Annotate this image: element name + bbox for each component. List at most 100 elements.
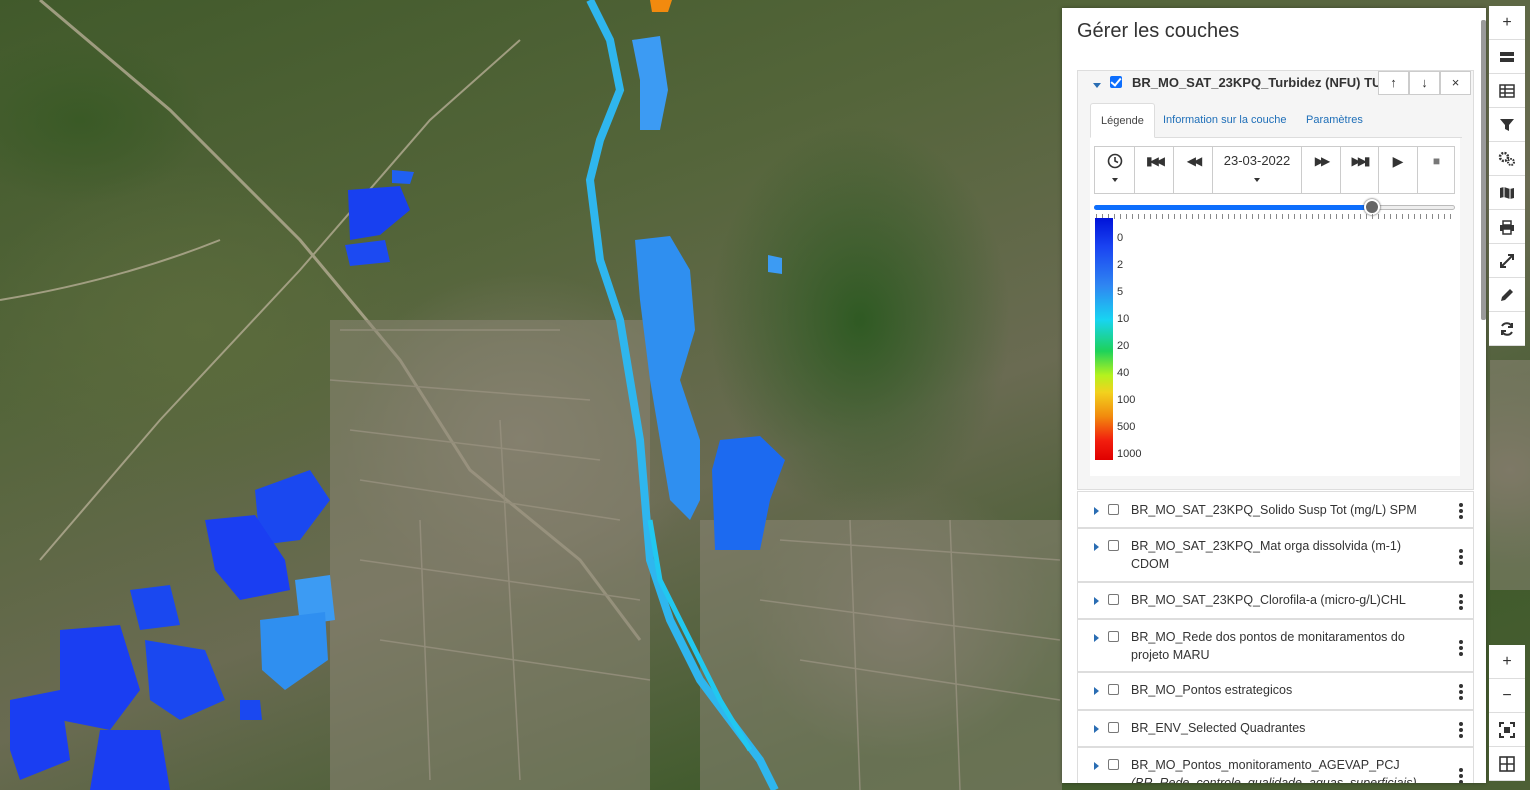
- play-button[interactable]: ▶: [1379, 147, 1418, 193]
- legend-label: 40: [1117, 367, 1130, 379]
- add-layer-icon: +: [1502, 14, 1512, 31]
- zoom-out-button[interactable]: −: [1489, 679, 1525, 713]
- refresh-icon: [1501, 322, 1513, 336]
- print-icon: [1500, 220, 1514, 235]
- urban-area: [700, 520, 1062, 790]
- layer-item[interactable]: BR_MO_SAT_23KPQ_Clorofila-a (micro-g/L)C…: [1077, 582, 1474, 619]
- attribute-table-button[interactable]: [1489, 74, 1525, 108]
- previous-step-button[interactable]: ◀◀: [1174, 147, 1213, 193]
- move-down-button[interactable]: ↓: [1409, 71, 1440, 95]
- legend-color-ramp: [1095, 218, 1113, 460]
- fullscreen-button[interactable]: [1489, 244, 1525, 278]
- layer-name: BR_MO_SAT_23KPQ_Clorofila-a (micro-g/L)C…: [1131, 593, 1406, 607]
- more-options-icon[interactable]: [1459, 640, 1463, 658]
- active-layer-header: BR_MO_SAT_23KPQ_Turbidez (NFU) TU ↑ ↓ ×: [1078, 71, 1473, 101]
- layer-visibility-checkbox[interactable]: [1108, 722, 1119, 733]
- move-up-button[interactable]: ↑: [1378, 71, 1409, 95]
- legend-label: 0: [1117, 232, 1124, 244]
- map-road: [39, 39, 521, 561]
- layer-visibility-checkbox[interactable]: [1108, 684, 1119, 695]
- layer-visibility-checkbox[interactable]: [1108, 504, 1119, 515]
- stop-button[interactable]: ■: [1418, 147, 1455, 193]
- zoom-out-icon: −: [1502, 687, 1512, 704]
- fit-extent-icon: [1499, 722, 1515, 738]
- layer-item[interactable]: BR_ENV_Selected Quadrantes: [1077, 710, 1474, 747]
- date-selector[interactable]: 23-03-2022: [1213, 147, 1302, 193]
- layer-item[interactable]: BR_MO_SAT_23KPQ_Mat orga dissolvida (m-1…: [1077, 528, 1474, 582]
- tab-information[interactable]: Information sur la couche: [1163, 114, 1287, 126]
- panel-title: Gérer les couches: [1077, 20, 1240, 42]
- layer-visibility-checkbox[interactable]: [1108, 631, 1119, 642]
- next-step-button[interactable]: ▶▶: [1302, 147, 1341, 193]
- more-options-icon[interactable]: [1459, 768, 1463, 783]
- layer-visibility-checkbox[interactable]: [1108, 540, 1119, 551]
- layer-item[interactable]: BR_MO_Rede dos pontos de monitaramentos …: [1077, 619, 1474, 672]
- time-slider[interactable]: [1094, 199, 1455, 220]
- layer-name: BR_MO_Pontos_monitoramento_AGEVAP_PCJ: [1131, 758, 1400, 772]
- more-options-icon[interactable]: [1459, 722, 1463, 740]
- layers-icon: [1500, 52, 1514, 62]
- layers-button[interactable]: [1489, 40, 1525, 74]
- tab-parametres[interactable]: Paramètres: [1306, 114, 1363, 126]
- layer-visibility-checkbox[interactable]: [1108, 759, 1119, 770]
- more-options-icon[interactable]: [1459, 549, 1463, 567]
- clock-icon: [1107, 153, 1122, 169]
- last-step-button[interactable]: ▶▶▮: [1341, 147, 1379, 193]
- collapse-caret-icon[interactable]: [1093, 83, 1101, 88]
- layer-name: BR_ENV_Selected Quadrantes: [1131, 721, 1306, 735]
- filter-button[interactable]: [1489, 108, 1525, 142]
- expand-caret-icon[interactable]: [1094, 597, 1099, 605]
- grid-button[interactable]: [1489, 747, 1525, 781]
- layer-visibility-checkbox[interactable]: [1108, 594, 1119, 605]
- chevron-down-icon: [1254, 178, 1260, 182]
- legend-label: 2: [1117, 259, 1124, 271]
- zoom-in-button[interactable]: +: [1489, 645, 1525, 679]
- close-icon: ×: [1451, 75, 1460, 90]
- time-settings-dropdown[interactable]: [1095, 147, 1135, 193]
- print-button[interactable]: [1489, 210, 1525, 244]
- expand-caret-icon[interactable]: [1094, 634, 1099, 642]
- rewind-icon: ◀◀: [1186, 154, 1203, 168]
- tab-legende[interactable]: Légende: [1090, 103, 1155, 138]
- expand-caret-icon[interactable]: [1094, 762, 1099, 770]
- filter-icon: [1500, 119, 1514, 131]
- slider-handle[interactable]: [1363, 199, 1380, 215]
- more-options-icon[interactable]: [1459, 503, 1463, 521]
- layer-manager-panel: Gérer les couches BR_MO_SAT_23KPQ_Turbid…: [1062, 8, 1486, 783]
- edit-button[interactable]: [1489, 278, 1525, 312]
- expand-caret-icon[interactable]: [1094, 543, 1099, 551]
- expand-caret-icon[interactable]: [1094, 687, 1099, 695]
- layer-visibility-checkbox[interactable]: [1110, 76, 1122, 88]
- settings-icon: [1498, 151, 1515, 166]
- legend-label: 500: [1117, 421, 1136, 433]
- grid-icon: [1499, 756, 1515, 772]
- expand-caret-icon[interactable]: [1094, 725, 1099, 733]
- panel-scrollbar[interactable]: [1481, 20, 1486, 320]
- settings-button[interactable]: [1489, 142, 1525, 176]
- map-catalog-button[interactable]: [1489, 176, 1525, 210]
- fit-extent-button[interactable]: [1489, 713, 1525, 747]
- layer-item[interactable]: BR_MO_SAT_23KPQ_Solido Susp Tot (mg/L) S…: [1077, 491, 1474, 528]
- layer-item[interactable]: BR_MO_Pontos estrategicos: [1077, 672, 1474, 710]
- more-options-icon[interactable]: [1459, 684, 1463, 702]
- slider-ticks: [1096, 214, 1453, 219]
- legend-tab-content: ▮◀◀ ◀◀ 23-03-2022 ▶▶ ▶▶▮ ▶: [1090, 138, 1460, 476]
- hotspot: [650, 0, 672, 12]
- stop-icon: ■: [1432, 154, 1441, 168]
- table-icon: [1499, 84, 1515, 98]
- map-icon: [1500, 187, 1514, 199]
- slider-fill: [1094, 205, 1372, 210]
- layer-name: BR_MO_SAT_23KPQ_Mat orga dissolvida (m-1…: [1131, 539, 1402, 571]
- remove-layer-button[interactable]: ×: [1440, 71, 1471, 95]
- refresh-button[interactable]: [1489, 312, 1525, 346]
- lake: [635, 236, 700, 520]
- arrow-up-icon: ↑: [1390, 75, 1397, 90]
- first-step-button[interactable]: ▮◀◀: [1135, 147, 1174, 193]
- layer-name: BR_MO_Rede dos pontos de monitaramentos …: [1131, 630, 1405, 662]
- more-options-icon[interactable]: [1459, 594, 1463, 612]
- time-control: ▮◀◀ ◀◀ 23-03-2022 ▶▶ ▶▶▮ ▶: [1094, 146, 1455, 194]
- layer-item[interactable]: BR_MO_Pontos_monitoramento_AGEVAP_PCJ (B…: [1077, 747, 1474, 783]
- river: [585, 0, 779, 790]
- add-layer-button[interactable]: +: [1489, 6, 1525, 40]
- expand-caret-icon[interactable]: [1094, 507, 1099, 515]
